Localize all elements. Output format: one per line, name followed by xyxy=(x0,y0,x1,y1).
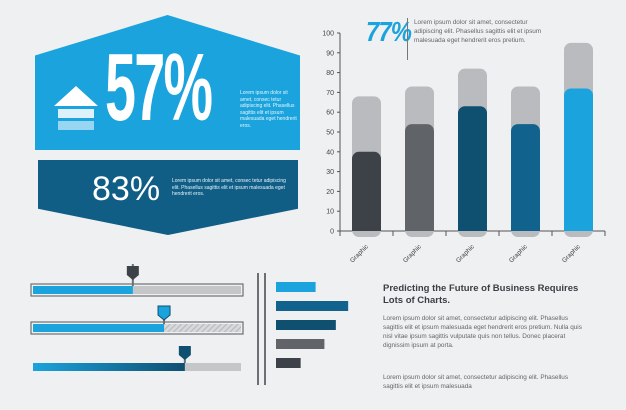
y-tick-label: 10 xyxy=(326,209,334,216)
progress-frame xyxy=(30,283,244,297)
hero-percent: 57% xyxy=(105,34,213,141)
hbar xyxy=(276,320,336,330)
article-paragraph: Lorem ipsum dolor sit amet, consectetur … xyxy=(383,374,569,390)
progress-marker xyxy=(157,305,171,321)
progress-bars xyxy=(30,264,244,371)
y-tick-label: 90 xyxy=(326,50,334,57)
article-paragraph: Lorem ipsum dolor sit amet, consectetur … xyxy=(383,315,582,349)
y-tick-label: 100 xyxy=(322,31,334,38)
progress-track xyxy=(33,286,241,294)
x-tick-label: Graphic xyxy=(402,243,424,265)
bar-base xyxy=(511,225,540,231)
divider-line xyxy=(264,273,266,385)
progress-frame xyxy=(30,321,244,335)
y-tick-label: 70 xyxy=(326,90,334,97)
bar xyxy=(405,124,434,231)
progress-marker xyxy=(126,266,139,280)
hbar xyxy=(276,301,349,311)
hero-text: Lorem ipsum dolor sit amet, consec tetur… xyxy=(240,90,297,129)
y-tick-label: 0 xyxy=(330,229,334,236)
article-heading: Predicting the Future of Business Requir… xyxy=(383,283,579,306)
y-tick-label: 80 xyxy=(326,70,334,77)
divider-line xyxy=(257,273,259,385)
bar-base xyxy=(352,225,381,231)
x-tick-label: Graphic xyxy=(349,243,371,265)
secondary-percent: 83% xyxy=(92,170,161,208)
horizontal-bar-chart xyxy=(276,282,349,368)
progress-fill xyxy=(33,324,165,332)
chart-header-text: Lorem ipsum dolor sit amet, consectetur … xyxy=(414,19,542,44)
bar-base xyxy=(458,225,487,231)
bar xyxy=(511,124,540,231)
y-tick-label: 20 xyxy=(326,189,334,196)
bar xyxy=(564,88,593,231)
y-tick-label: 40 xyxy=(326,149,334,156)
bar xyxy=(458,106,487,231)
divider xyxy=(407,18,408,60)
chart-percent: 77% xyxy=(366,16,412,47)
vertical-bar-chart: 0 10 20 30 40 50 60 70 80 90 100 Graphic Graphic Grap… xyxy=(322,31,606,265)
bar-base xyxy=(564,225,593,231)
stack-icon xyxy=(54,86,98,130)
y-tick-label: 50 xyxy=(326,130,334,137)
x-tick-label: Graphic xyxy=(455,243,477,265)
y-tick-label: 30 xyxy=(326,169,334,176)
progress-marker xyxy=(178,346,191,360)
x-tick-label: Graphic xyxy=(561,243,583,265)
y-tick-label: 60 xyxy=(326,110,334,117)
progress-fill xyxy=(33,363,185,371)
bar-base xyxy=(405,225,434,231)
bar xyxy=(352,151,381,231)
x-tick-label: Graphic xyxy=(508,243,530,265)
progress-fill xyxy=(33,286,133,294)
hbar xyxy=(276,339,325,349)
secondary-panel xyxy=(38,160,298,235)
hbar xyxy=(276,282,316,292)
hbar xyxy=(276,358,301,368)
secondary-text: Lorem ipsum dolor sit amet, consec tetur… xyxy=(172,178,286,197)
